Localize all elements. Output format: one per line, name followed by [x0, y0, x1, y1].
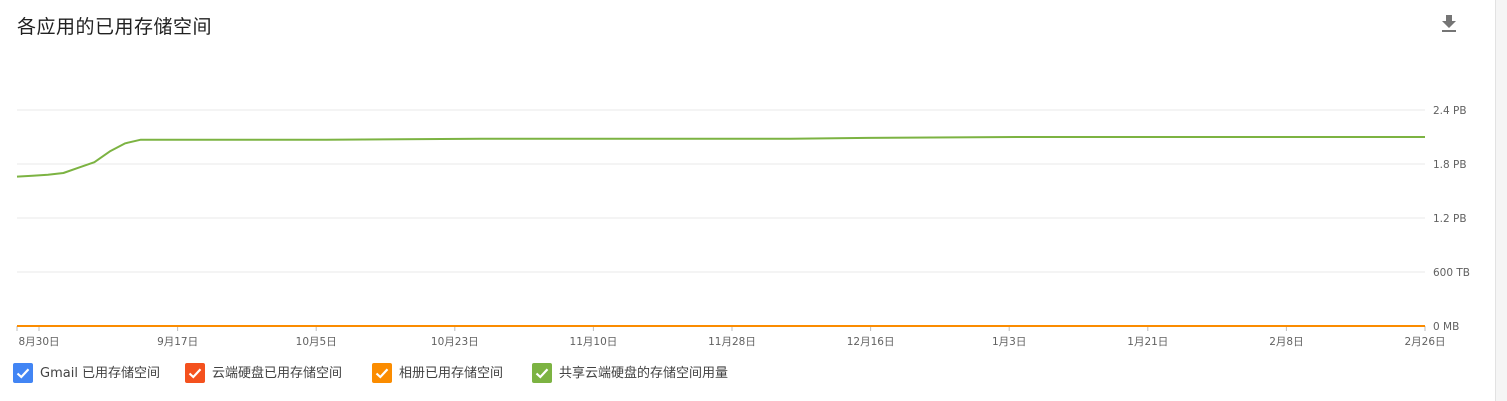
- check-icon: [16, 368, 30, 379]
- legend-item-gmail[interactable]: Gmail 已用存储空间: [13, 361, 173, 385]
- legend-label-gmail: Gmail 已用存储空间: [40, 366, 161, 381]
- y-tick-label: 1.8 PB: [1433, 159, 1467, 171]
- check-icon: [375, 368, 389, 379]
- x-tick-label: 10月5日: [296, 336, 337, 348]
- check-icon: [535, 368, 549, 379]
- x-tick-label: 2月26日: [1404, 336, 1445, 348]
- x-tick-label: 9月17日: [157, 336, 198, 348]
- x-tick-label: 2月8日: [1269, 336, 1303, 348]
- checkbox-drive[interactable]: [185, 363, 205, 383]
- chart-title: 各应用的已用存储空间: [17, 16, 213, 38]
- legend-item-photos[interactable]: 相册已用存储空间: [372, 361, 532, 385]
- y-tick-label: 2.4 PB: [1433, 105, 1467, 117]
- download-button[interactable]: [1437, 12, 1461, 36]
- check-icon: [188, 368, 202, 379]
- series-line: [16, 136, 1425, 178]
- x-tick-label: 11月10日: [570, 336, 618, 348]
- legend-item-drive[interactable]: 云端硬盘已用存储空间: [185, 361, 365, 385]
- legend-item-shared-drives[interactable]: 共享云端硬盘的存储空间用量: [532, 361, 762, 385]
- download-icon: [1442, 15, 1456, 32]
- checkbox-shared-drives[interactable]: [532, 363, 552, 383]
- x-tick-label: 8月30日: [18, 336, 59, 348]
- x-tick-label: 1月3日: [992, 336, 1026, 348]
- x-tick-label: 10月23日: [431, 336, 479, 348]
- legend-label-drive: 云端硬盘已用存储空间: [212, 366, 343, 381]
- legend-label-photos: 相册已用存储空间: [399, 366, 504, 381]
- checkbox-gmail[interactable]: [13, 363, 33, 383]
- line-chart: 0 MB 600 TB 1.2 PB 1.8 PB 2.4 PB 8月30日 9月17日 10…: [16, 105, 1470, 348]
- x-tick-label: 12月16日: [847, 336, 895, 348]
- legend-label-shared-drives: 共享云端硬盘的存储空间用量: [559, 366, 729, 381]
- page-scrollbar[interactable]: [1495, 0, 1507, 401]
- y-tick-label: 0 MB: [1433, 321, 1459, 333]
- y-tick-label: 600 TB: [1433, 267, 1470, 279]
- checkbox-photos[interactable]: [372, 363, 392, 383]
- x-tick-label: 11月28日: [708, 336, 756, 348]
- x-tick-label: 1月21日: [1127, 336, 1168, 348]
- y-tick-label: 1.2 PB: [1433, 213, 1467, 225]
